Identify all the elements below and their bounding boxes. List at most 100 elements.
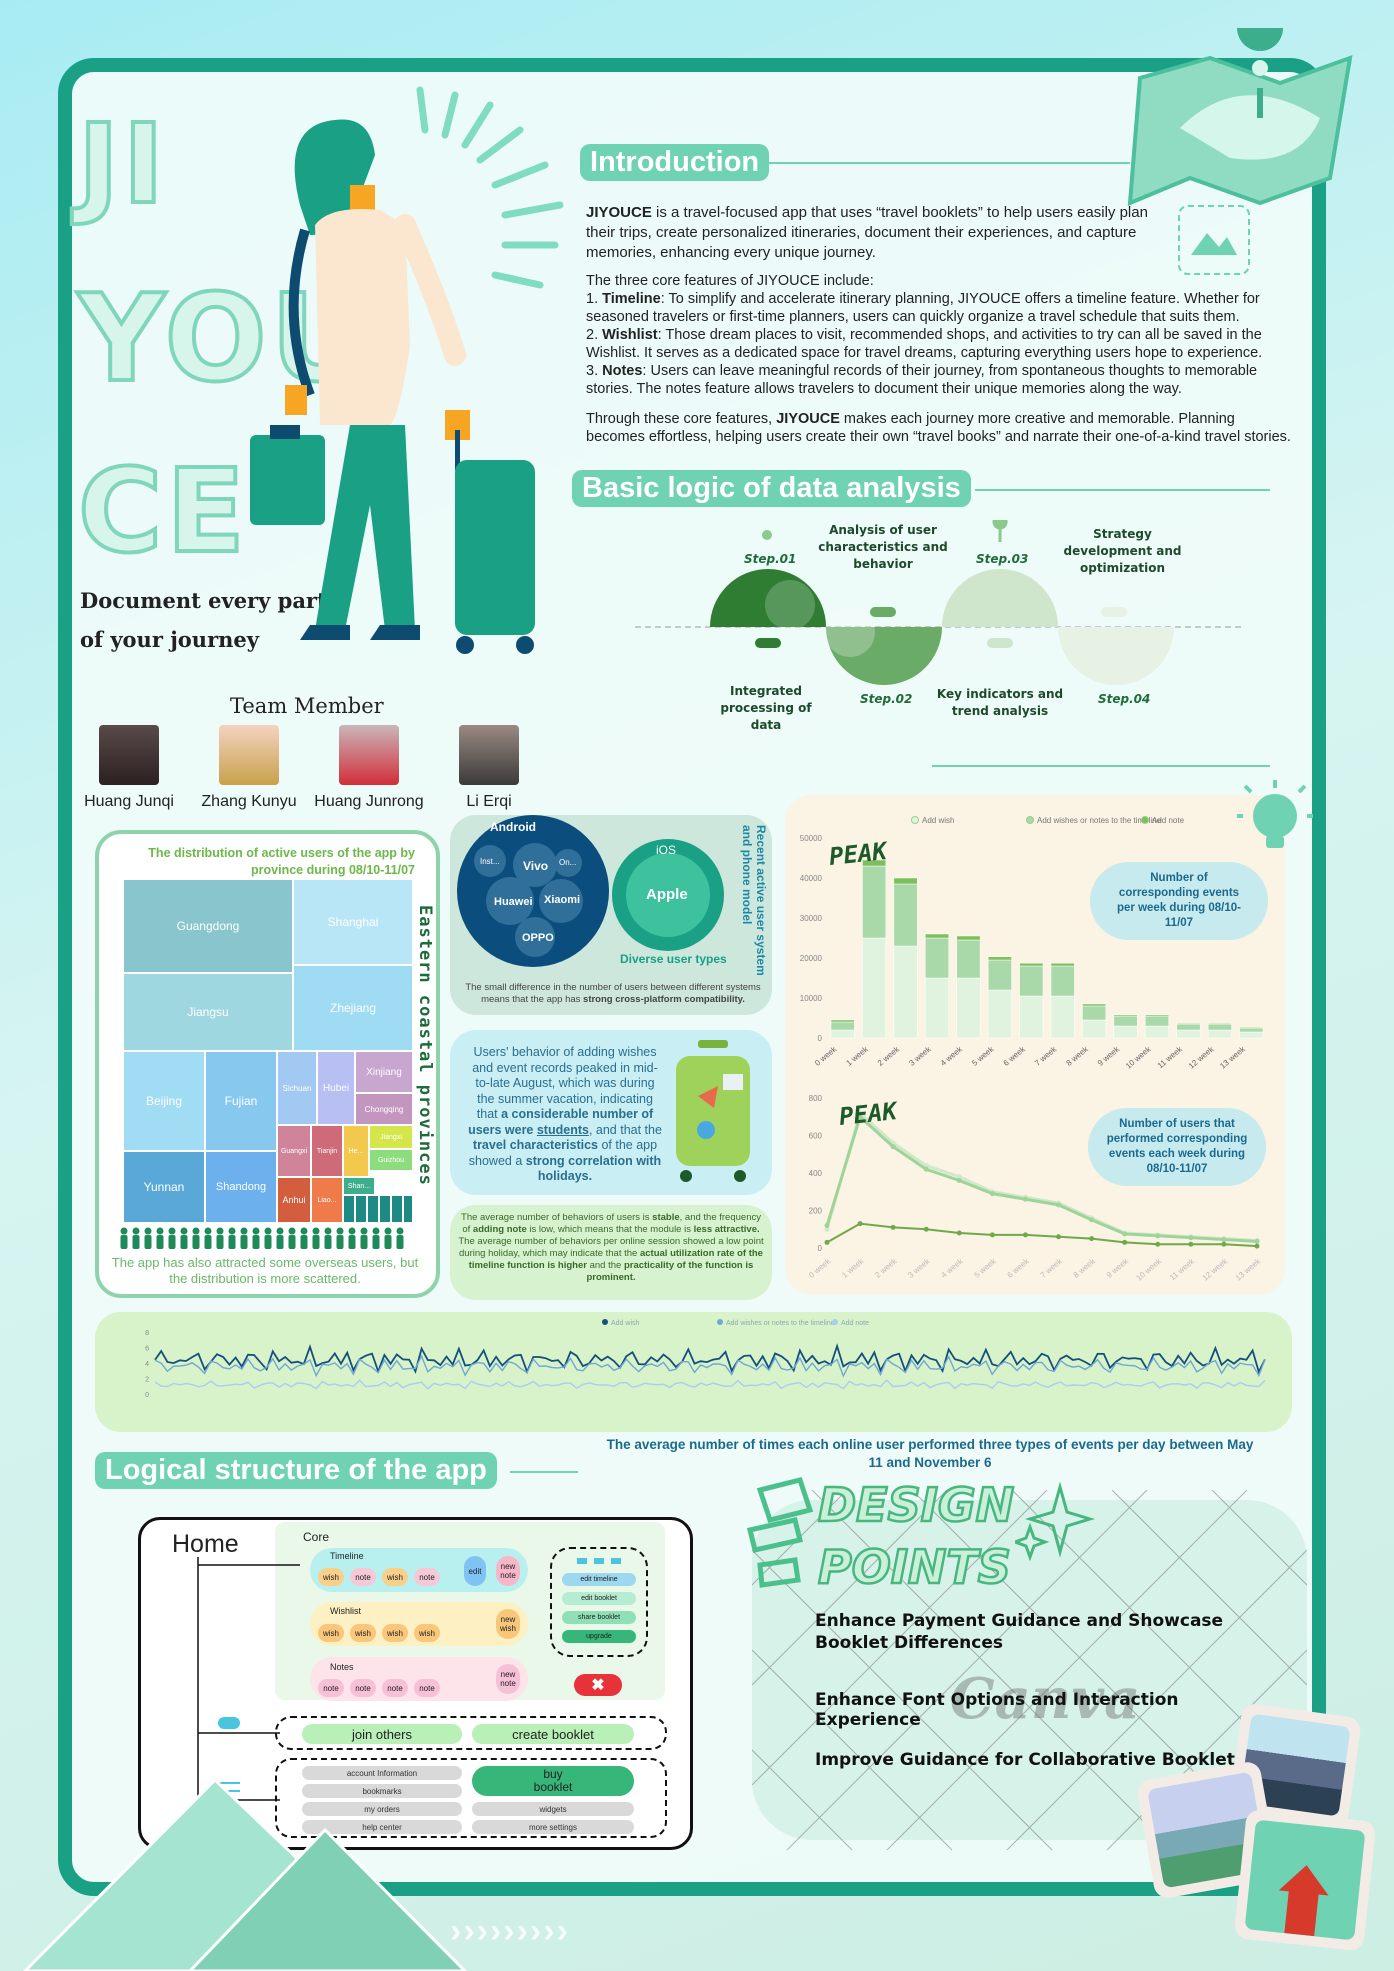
series-line (154, 1379, 1266, 1390)
person-icon (360, 1235, 368, 1249)
person-icon (144, 1227, 152, 1235)
logo-ji: JI (76, 98, 168, 230)
note-chip[interactable]: note (350, 1568, 376, 1586)
step-label: Step.04 (1098, 692, 1151, 706)
edit-timeline-button[interactable]: edit timeline (562, 1573, 636, 1586)
legend-label: Add wishes or notes to the timeline (726, 1320, 835, 1327)
data-point (1254, 1243, 1260, 1249)
close-icon[interactable]: ✖ (574, 1674, 622, 1696)
new-wish-button[interactable]: new wish (496, 1609, 520, 1639)
person-icon (228, 1227, 236, 1235)
tagline-1: Document every part (80, 588, 327, 613)
behavior-t7: strong correlation with holidays. (525, 1153, 662, 1184)
legend-marker (602, 1319, 608, 1325)
y-tick-label: 200 (809, 1207, 823, 1216)
treemap-cell: Jiangsu (124, 974, 292, 1050)
treemap-title: The distribution of active users of the … (148, 846, 415, 877)
edit-booklet-button[interactable]: edit booklet (562, 1592, 636, 1605)
series-line (826, 1222, 1258, 1248)
wish-chip[interactable]: wish (350, 1624, 376, 1642)
bar (893, 877, 918, 885)
help-center-item[interactable]: help center (302, 1820, 462, 1834)
treemap-cell: Anhui (278, 1178, 310, 1222)
map-icon (1127, 28, 1353, 207)
series-line (154, 1343, 1266, 1375)
person-icon (276, 1235, 284, 1249)
wish-chip[interactable]: wish (382, 1568, 408, 1586)
bar (830, 1021, 855, 1031)
bar (925, 933, 949, 939)
avatar (339, 725, 399, 785)
timeline-items: wish note wish note (318, 1568, 440, 1586)
person-icon (336, 1235, 344, 1249)
note-chip[interactable]: note (414, 1568, 440, 1586)
data-point (1089, 1236, 1095, 1242)
person-icon (288, 1227, 296, 1235)
step-desc: Integrated processing of data (720, 684, 812, 732)
note-chip[interactable]: note (318, 1679, 344, 1697)
data-point (1122, 1239, 1128, 1245)
treemap-cell: Tianjin (312, 1126, 342, 1176)
treemap-cell: Jiangxi (370, 1126, 412, 1148)
treemap-cell: Chongqing (356, 1094, 412, 1124)
wish-chip[interactable]: wish (318, 1624, 344, 1642)
person-icon (396, 1227, 404, 1235)
devices-note-b: strong cross-platform compatibility. (583, 994, 745, 1005)
bar (1207, 1022, 1232, 1025)
pagoda-photo (1233, 1808, 1377, 1952)
bar (925, 937, 949, 979)
bar (1239, 1026, 1264, 1029)
new-note-button[interactable]: new note (496, 1556, 520, 1586)
new-note-button[interactable]: new note (496, 1664, 520, 1694)
settings-menu (275, 1758, 667, 1838)
wishlist-items: wish wish wish wish (318, 1624, 440, 1642)
data-point (857, 1221, 863, 1227)
create-booklet-button[interactable]: create booklet (472, 1724, 634, 1744)
wish-chip[interactable]: wish (382, 1624, 408, 1642)
menu-icon (218, 1782, 240, 1792)
upgrade-button[interactable]: upgrade (562, 1630, 636, 1643)
widgets-item[interactable]: widgets (472, 1802, 634, 1816)
feature-label: Timeline (602, 291, 661, 307)
treemap-cell: Hubei (318, 1052, 354, 1124)
share-booklet-button[interactable]: share booklet (562, 1611, 636, 1624)
account-information-item[interactable]: account Information (302, 1766, 462, 1780)
wish-chip[interactable]: wish (318, 1568, 344, 1586)
person-icon (132, 1235, 140, 1249)
edit-button[interactable]: edit (464, 1556, 486, 1586)
treemap-cell: Guangdong (124, 880, 292, 972)
wish-chip[interactable]: wish (414, 1624, 440, 1642)
note-chip[interactable]: note (350, 1679, 376, 1697)
behavior-text: Users' behavior of adding wishes and eve… (465, 1045, 665, 1185)
step-desc: Strategy development and optimization (1063, 527, 1182, 575)
treemap-side-label: Eastern coastal provinces (415, 905, 435, 1186)
note-chip[interactable]: note (414, 1679, 440, 1697)
x-tick-label: 2 week (876, 1044, 902, 1068)
data-point (1254, 1238, 1260, 1244)
behavior-t2: a considerable number of users were (468, 1107, 654, 1137)
member-name: Huang Junqi (84, 793, 174, 810)
bar (1113, 1014, 1138, 1017)
data-point (824, 1239, 830, 1245)
note-chip[interactable]: note (382, 1679, 408, 1697)
x-tick-label: 12 week (1201, 1256, 1230, 1283)
more-settings-item[interactable]: more settings (472, 1820, 634, 1834)
x-tick-label: 13 week (1218, 1044, 1247, 1071)
x-tick-label: 7 week (1039, 1256, 1065, 1280)
devices-note: The small difference in the number of us… (458, 982, 768, 1006)
my-orders-item[interactable]: my orders (302, 1802, 462, 1816)
x-tick-label: 8 week (1065, 1044, 1091, 1068)
buy-booklet-button[interactable]: buy booklet (472, 1766, 634, 1796)
person-icon (156, 1235, 164, 1249)
join-others-button[interactable]: join others (302, 1724, 462, 1744)
bar (1019, 995, 1044, 1039)
treemap-cell: Liao... (312, 1178, 342, 1222)
bar (987, 989, 1012, 1039)
bookmarks-item[interactable]: bookmarks (302, 1784, 462, 1798)
link-icon (218, 1717, 240, 1729)
treemap-cell: Zhejiang (294, 966, 412, 1050)
person-icon (168, 1235, 176, 1249)
sparkle-icon (1015, 1482, 1095, 1562)
person-icon (288, 1235, 296, 1249)
diverse-label: Diverse user types (620, 952, 727, 966)
